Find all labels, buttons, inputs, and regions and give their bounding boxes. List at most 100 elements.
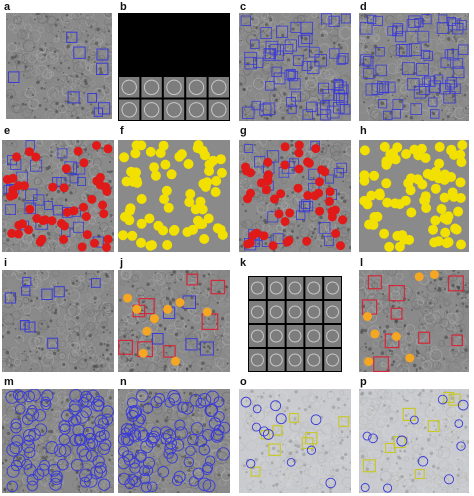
particle-box — [340, 104, 351, 115]
particle-dot — [190, 204, 201, 215]
panel-b: b — [118, 2, 234, 121]
particle-ring — [121, 450, 134, 462]
particle-dot — [338, 215, 348, 225]
montage-particle — [288, 281, 302, 295]
particle-box — [443, 391, 455, 403]
particle-ring — [11, 434, 24, 447]
montage-particle — [307, 305, 321, 319]
particle-dot — [430, 183, 441, 194]
particle-box — [152, 333, 164, 345]
particle-box — [265, 40, 279, 54]
panel-a-image — [6, 13, 112, 119]
particle-dot — [362, 199, 373, 210]
particle-ring — [134, 426, 148, 441]
particle-dot — [90, 238, 99, 248]
particle-box — [372, 15, 383, 26]
particle-box — [416, 63, 429, 76]
particle-dot — [184, 197, 195, 208]
particle-dot — [394, 241, 405, 252]
particle-box — [392, 99, 404, 110]
particle-ring — [202, 462, 214, 473]
particle-ring — [134, 449, 147, 462]
montage-particle — [288, 353, 302, 367]
panel-a: a — [2, 2, 114, 119]
montage-particle — [326, 329, 340, 343]
particle-dot — [124, 215, 135, 226]
particle-ring — [197, 477, 212, 492]
particle-ring — [6, 443, 20, 457]
particle-box — [288, 412, 299, 423]
particle-dot — [390, 198, 401, 209]
particle-box — [303, 201, 314, 212]
particle-dot — [248, 230, 258, 240]
montage-particle — [269, 281, 283, 295]
particle-dot — [202, 307, 212, 317]
particle-box — [324, 235, 335, 246]
particle-ring — [23, 434, 35, 446]
particle-ring — [218, 421, 230, 434]
particle-ring — [76, 444, 89, 457]
particle-box — [387, 26, 397, 36]
particle-box — [448, 393, 461, 406]
particle-dot — [331, 229, 341, 238]
montage-particle — [121, 102, 137, 118]
particle-box — [67, 91, 80, 104]
particle-ring — [69, 389, 83, 403]
particle-dot — [369, 212, 380, 222]
montage-particle — [269, 305, 283, 319]
particle-dot — [381, 159, 392, 170]
particle-ring — [142, 456, 156, 469]
particle-dot — [374, 188, 385, 199]
particle-dot — [166, 169, 177, 180]
particle-dot — [256, 178, 266, 188]
particle-ring — [163, 448, 174, 459]
montage-tile — [286, 277, 304, 299]
particle-box — [384, 81, 396, 93]
particle-ring — [183, 456, 195, 468]
montage-particle — [326, 305, 340, 319]
montage-tile — [286, 349, 304, 371]
particle-ring — [140, 481, 152, 493]
particle-box — [440, 57, 451, 68]
particle-box — [308, 46, 320, 58]
particle-ring — [27, 389, 41, 402]
particle-dot — [364, 219, 375, 230]
particle-ring — [36, 463, 50, 477]
particle-ring — [53, 444, 67, 457]
particle-dot — [6, 191, 15, 201]
particle-box — [333, 102, 345, 114]
particle-box — [433, 74, 444, 85]
particle-dot — [446, 145, 457, 156]
particle-dot — [199, 234, 210, 244]
particle-ring — [69, 399, 82, 413]
particle-box — [359, 21, 373, 35]
particle-dot — [327, 206, 337, 216]
particle-dot — [19, 181, 29, 191]
particle-dot — [48, 182, 58, 192]
particle-box — [427, 420, 440, 433]
particle-box — [306, 101, 317, 112]
particle-ring — [26, 405, 38, 416]
particle-dot — [79, 158, 89, 168]
particle-dot — [384, 241, 395, 252]
panel-label-k: k — [240, 257, 247, 269]
particle-box — [22, 276, 32, 287]
panel-f-image — [118, 140, 230, 252]
particle-box — [338, 416, 349, 427]
particle-box — [373, 356, 390, 372]
particle-ring — [41, 389, 54, 402]
panel-n: n — [118, 377, 234, 494]
particle-dot — [436, 204, 447, 214]
particle-box — [340, 13, 351, 24]
particle-dot — [17, 219, 27, 229]
particle-box — [360, 54, 372, 66]
particle-ring — [216, 447, 230, 461]
particle-ring — [160, 433, 172, 445]
particle-box — [250, 39, 260, 50]
particle-box — [259, 103, 272, 116]
montage-tile — [305, 325, 323, 347]
particle-ring — [140, 440, 154, 454]
particle-ring — [26, 473, 39, 486]
montage-particle — [211, 79, 227, 96]
particle-dot — [161, 185, 172, 196]
